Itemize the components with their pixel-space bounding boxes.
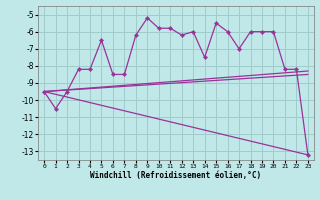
X-axis label: Windchill (Refroidissement éolien,°C): Windchill (Refroidissement éolien,°C): [91, 171, 261, 180]
